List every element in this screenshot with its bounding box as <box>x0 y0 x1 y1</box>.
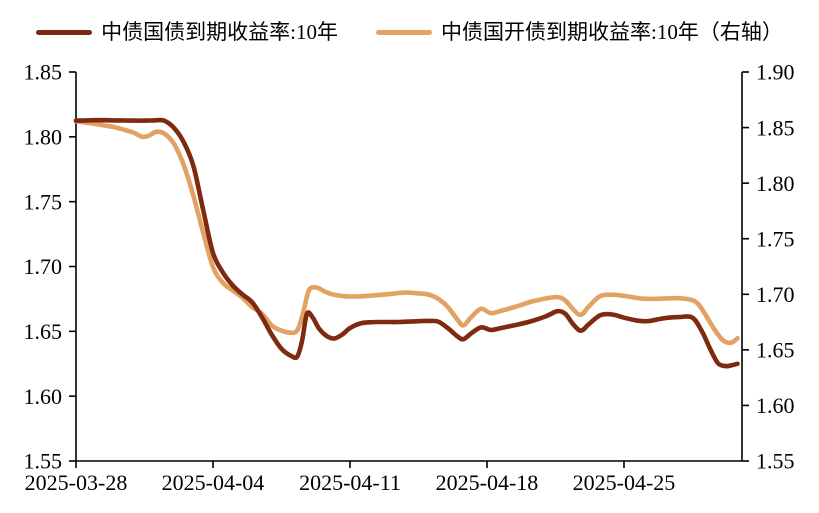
right-axis-tick-label: 1.75 <box>756 226 795 251</box>
left-axis-tick-label: 1.55 <box>24 449 63 474</box>
chart-legend: 中债国债到期收益率:10年 中债国开债到期收益率:10年（右轴） <box>0 18 819 46</box>
left-axis-tick-label: 1.75 <box>24 189 63 214</box>
legend-swatch-cdb-10y <box>376 29 432 35</box>
left-axis-tick-label: 1.65 <box>24 319 63 344</box>
x-axis-tick-label: 2025-04-11 <box>299 470 401 495</box>
right-axis-tick-label: 1.80 <box>756 171 795 196</box>
legend-label-cdb-10y: 中债国开债到期收益率:10年（右轴） <box>441 20 783 44</box>
left-axis-tick-label: 1.85 <box>24 60 63 85</box>
right-axis-tick-label: 1.90 <box>756 60 795 85</box>
x-axis-tick-label: 2025-03-28 <box>25 470 128 495</box>
right-axis-tick-label: 1.55 <box>756 449 795 474</box>
legend-label-treasury-10y: 中债国债到期收益率:10年 <box>101 20 338 44</box>
x-axis-tick-label: 2025-04-25 <box>573 470 676 495</box>
legend-item-treasury-10y: 中债国债到期收益率:10年 <box>36 18 338 46</box>
legend-swatch-treasury-10y <box>36 29 93 35</box>
right-axis-tick-label: 1.65 <box>756 338 795 363</box>
left-axis-tick-label: 1.80 <box>24 125 63 150</box>
cdb-yield-line <box>73 119 740 346</box>
x-axis-tick-label: 2025-04-04 <box>162 470 265 495</box>
treasury-yield-line <box>73 117 740 369</box>
left-axis-tick-label: 1.70 <box>24 254 63 279</box>
x-axis-tick-label: 2025-04-18 <box>436 470 539 495</box>
legend-item-cdb-10y: 中债国开债到期收益率:10年（右轴） <box>376 18 783 46</box>
left-axis-tick-label: 1.60 <box>24 384 63 409</box>
right-axis-tick-label: 1.60 <box>756 393 795 418</box>
right-axis-tick-label: 1.85 <box>756 115 795 140</box>
right-axis-tick-label: 1.70 <box>756 282 795 307</box>
